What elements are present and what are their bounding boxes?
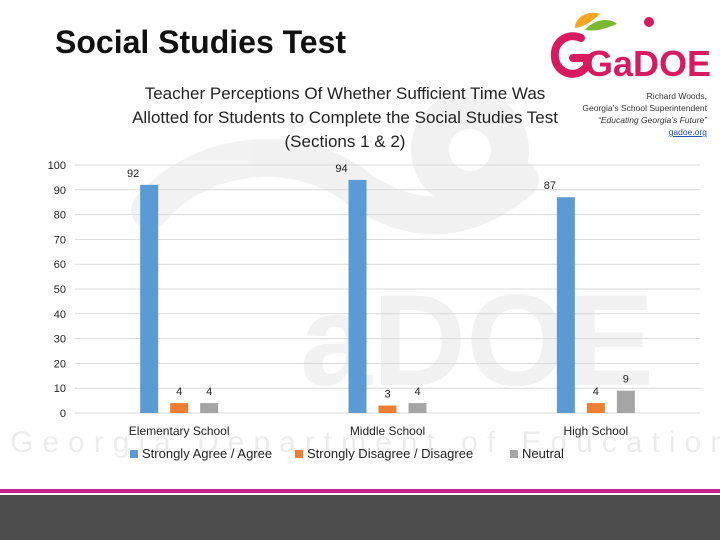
logo-name-line: Richard Woods, xyxy=(646,91,707,101)
data-label: 3 xyxy=(384,389,390,401)
bar xyxy=(200,403,219,413)
logo-letter-g xyxy=(550,32,591,78)
bar xyxy=(616,390,635,413)
logo-role-line: Georgia’s School Superintendent xyxy=(582,103,707,113)
data-label: 4 xyxy=(176,386,182,398)
logo-quote-line: “Educating Georgia’s Future” xyxy=(598,115,707,125)
data-label: 87 xyxy=(544,180,556,192)
gadoe-logo-icon: GaDOE xyxy=(550,12,711,84)
watermark-text: Georgia Department of Education xyxy=(10,426,720,459)
y-tick-label: 90 xyxy=(54,185,66,197)
logo-brand-text: GaDOE xyxy=(585,43,711,84)
chart-gridlines xyxy=(75,164,700,414)
legend-swatch xyxy=(130,450,138,458)
y-tick-label: 100 xyxy=(48,160,66,172)
legend-label: Strongly Disagree / Disagree xyxy=(307,446,473,461)
chart-title: Teacher Perceptions Of Whether Sufficien… xyxy=(132,84,558,151)
y-tick-label: 0 xyxy=(60,408,66,420)
y-tick-label: 60 xyxy=(54,259,66,271)
chart-bars xyxy=(140,179,635,413)
legend-swatch xyxy=(510,450,518,458)
gadoe-logo: GaDOE Richard Woods, Georgia’s School Su… xyxy=(545,8,715,138)
bar xyxy=(586,403,605,413)
y-tick-label: 30 xyxy=(54,334,66,346)
legend-swatch xyxy=(295,450,303,458)
bar xyxy=(556,197,575,413)
bar xyxy=(348,179,367,413)
data-label: 4 xyxy=(414,386,420,398)
y-tick-label: 40 xyxy=(54,309,66,321)
bar xyxy=(170,403,189,413)
y-tick-label: 80 xyxy=(54,210,66,222)
bar xyxy=(408,403,427,413)
logo-leaf-green xyxy=(585,20,617,31)
data-label: 9 xyxy=(623,374,629,386)
bar xyxy=(140,184,159,413)
x-category-label: Middle School xyxy=(350,424,425,438)
footer-accent-line xyxy=(0,489,720,493)
data-label: 92 xyxy=(127,168,139,180)
logo-url-link[interactable]: gadoe.org xyxy=(668,127,707,137)
legend-label: Strongly Agree / Agree xyxy=(142,446,272,461)
y-tick-label: 20 xyxy=(54,358,66,370)
x-category-label: Elementary School xyxy=(129,424,230,438)
data-label: 4 xyxy=(206,386,212,398)
y-tick-label: 70 xyxy=(54,234,66,246)
bar-chart: 0 10 20 30 40 50 60 70 80 90 100 92 4 4 94 3 4 87 4 9 Elem… xyxy=(48,160,700,461)
y-tick-label: 10 xyxy=(54,383,66,395)
y-tick-label: 50 xyxy=(54,284,66,296)
x-category-label: High School xyxy=(563,424,628,438)
legend-label: Neutral xyxy=(522,446,564,461)
footer-bar xyxy=(0,495,720,540)
data-label: 4 xyxy=(593,386,599,398)
slide-title: Social Studies Test xyxy=(55,24,347,60)
logo-figure-head xyxy=(644,17,654,27)
bar xyxy=(378,405,397,413)
chart-legend: Strongly Agree / Agree Strongly Disagree … xyxy=(130,446,564,461)
y-axis-ticks: 0 10 20 30 40 50 60 70 80 90 100 xyxy=(48,160,66,420)
data-label: 94 xyxy=(335,163,347,175)
chart-data-labels: 92 4 4 94 3 4 87 4 9 xyxy=(127,163,629,401)
x-axis-categories: Elementary School Middle School High Schoo… xyxy=(129,424,628,438)
logo-caption: Richard Woods, Georgia’s School Superint… xyxy=(582,90,707,138)
logo-leaf-orange xyxy=(575,12,600,28)
